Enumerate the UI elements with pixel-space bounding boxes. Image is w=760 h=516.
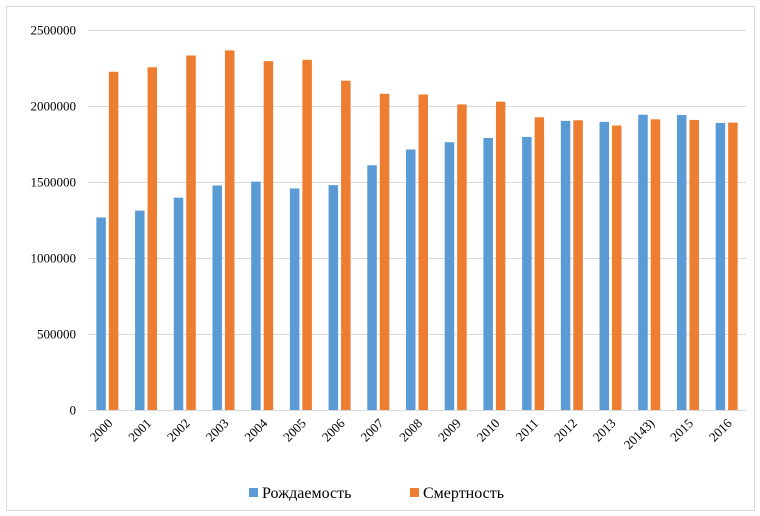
- bar-death-rate: [186, 55, 196, 411]
- bar-birth-rate: [367, 165, 377, 410]
- bar-birth-rate: [483, 137, 493, 410]
- bar-birth-rate: [444, 142, 455, 410]
- legend-label-birth-rate: Рождаемость: [262, 485, 351, 502]
- bar-death-rate: [418, 94, 428, 411]
- bar-death-rate: [457, 104, 467, 411]
- bar-birth-rate: [96, 217, 106, 410]
- bar-death-rate: [108, 71, 119, 411]
- bar-death-rate: [650, 119, 661, 411]
- y-tick-label: 500000: [37, 327, 76, 342]
- bar-birth-rate: [560, 120, 571, 410]
- bar-death-rate: [495, 101, 506, 410]
- legend-label-death-rate: Смертность: [423, 485, 504, 502]
- bar-birth-rate: [212, 185, 222, 410]
- legend: Рождаемость Смертность: [249, 485, 504, 502]
- bar-birth-rate: [676, 115, 687, 410]
- legend-swatch-death-rate: [410, 488, 419, 497]
- bar-death-rate: [263, 61, 274, 410]
- y-tick-label: 1000000: [31, 251, 77, 266]
- bar-birth-rate: [173, 197, 184, 410]
- bar-birth-rate: [522, 136, 532, 410]
- bar-birth-rate: [715, 122, 726, 410]
- bar-birth-rate: [638, 114, 648, 411]
- bar-birth-rate: [289, 188, 300, 410]
- legend-swatch-birth-rate: [249, 488, 258, 497]
- bar-birth-rate: [251, 181, 261, 410]
- y-tick-label: 2000000: [31, 99, 77, 114]
- bar-death-rate: [612, 125, 622, 411]
- bar-death-rate: [379, 93, 390, 410]
- bar-death-rate: [534, 117, 545, 410]
- bar-birth-rate: [135, 210, 145, 410]
- bar-birth-rate: [328, 185, 339, 410]
- y-tick-label: 2500000: [31, 23, 77, 38]
- y-axis-ticks: 0 500000 1000000 1500000 2000000 2500000: [31, 23, 77, 418]
- bar-birth-rate: [599, 121, 610, 410]
- bar-birth-rate: [406, 149, 416, 411]
- bar-death-rate: [728, 122, 738, 411]
- y-tick-label: 0: [70, 403, 77, 418]
- bars: [96, 50, 738, 411]
- gridlines: [88, 30, 746, 335]
- bar-death-rate: [147, 67, 158, 411]
- bar-death-rate: [689, 119, 699, 411]
- bar-death-rate: [224, 50, 235, 410]
- y-tick-label: 1500000: [31, 175, 77, 190]
- bar-death-rate: [302, 59, 312, 411]
- bar-death-rate: [341, 80, 351, 411]
- bar-death-rate: [573, 120, 583, 410]
